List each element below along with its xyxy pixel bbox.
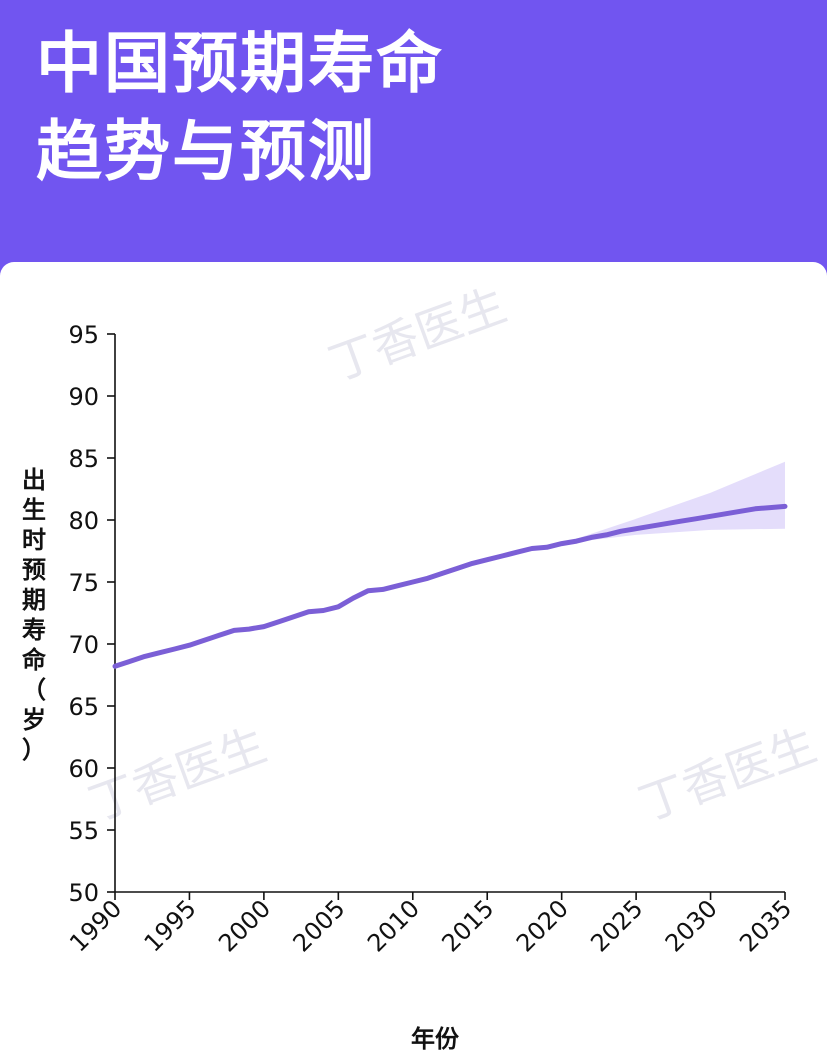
y-tick-label: 80 [68,507,99,535]
series-line-layer [112,503,788,669]
y-tick-label: 70 [68,631,99,659]
x-tick-label: 2030 [660,894,723,957]
x-tick-label: 2020 [511,894,574,957]
y-tick-label: 65 [68,693,99,721]
y-tick-label: 75 [68,569,99,597]
x-tick-label: 2035 [734,894,797,957]
y-tick-label: 90 [68,383,99,411]
x-axis-title: 年份 [411,1025,460,1053]
page-title-line-2: 趋势与预测 [36,113,376,190]
axis-titles: 年份 出生时预期寿命（岁） [22,466,460,1053]
y-tick-label: 50 [68,879,99,907]
y-axis-title: 出生时预期寿命（岁） [22,466,47,764]
y-tick-label: 60 [68,755,99,783]
y-tick-label: 85 [68,445,99,473]
y-tick-label: 95 [68,321,99,349]
x-tick-label: 2005 [288,894,351,957]
uncertainty-band [561,461,785,544]
x-tick-label: 2025 [585,894,648,957]
uncertainty-band-layer [561,461,785,544]
page-title-line-1: 中国预期寿命 [36,25,444,102]
y-tick-label: 55 [68,817,99,845]
x-tick-label: 2010 [362,894,425,957]
x-tick-label: 2000 [213,894,276,957]
header-banner: 中国预期寿命 趋势与预测 [0,0,827,268]
series-line [112,503,788,669]
x-tick-label: 2015 [436,894,499,957]
axes [107,333,786,900]
x-tick-label: 1995 [139,894,202,957]
